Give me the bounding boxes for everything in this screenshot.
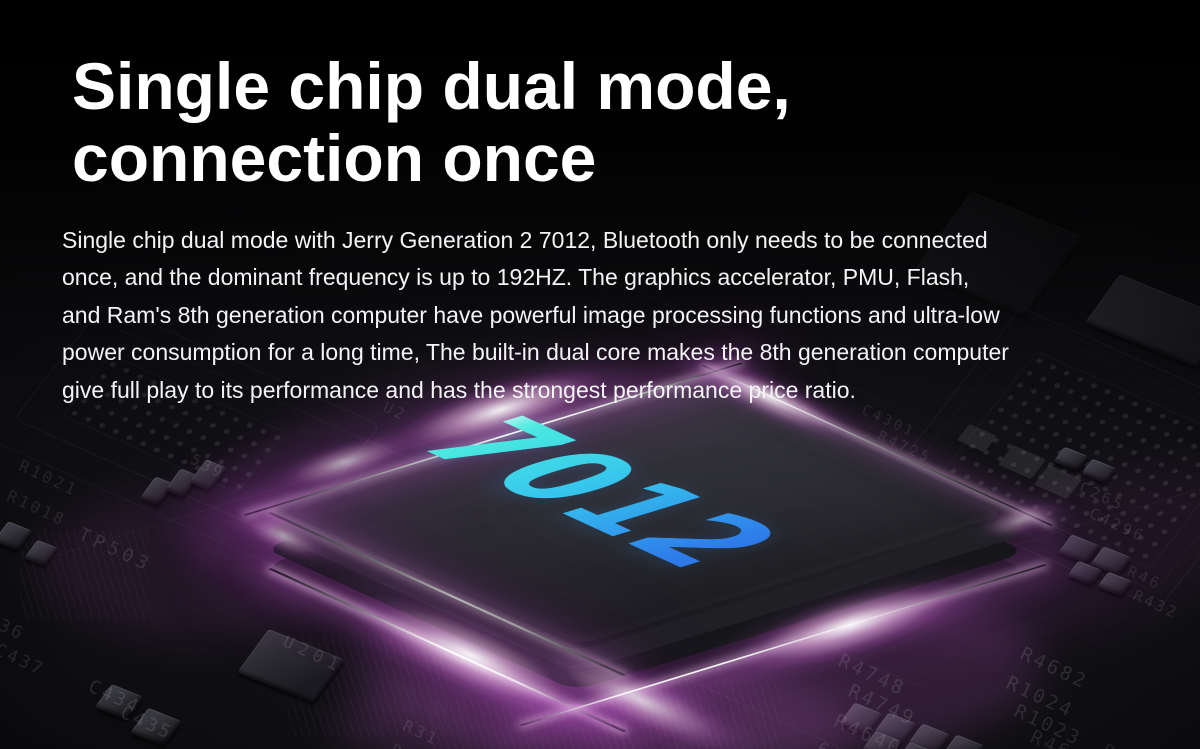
chip-model-label: 7012 — [377, 404, 822, 583]
title-line-1: Single chip dual mode, — [72, 49, 791, 123]
paragraph-line: and Ram's 8th generation computer have p… — [62, 301, 1000, 328]
paragraph-line: once, and the dominant frequency is up t… — [62, 264, 970, 291]
description-paragraph: Single chip dual mode with Jerry Generat… — [62, 222, 1009, 409]
paragraph-line: Single chip dual mode with Jerry Generat… — [62, 227, 988, 253]
pcb-trace-bundle — [430, 700, 630, 749]
page-title: Single chip dual mode, connection once — [72, 50, 1009, 194]
paragraph-line: power consumption for a long time, The b… — [62, 339, 1009, 366]
title-line-2: connection once — [72, 121, 597, 195]
silkscreen-label: C437 — [0, 640, 48, 681]
hero-text-block: Single chip dual mode, connection once S… — [62, 50, 1009, 409]
silkscreen-label: R463 — [1099, 740, 1161, 749]
paragraph-line: give full play to its performance and ha… — [62, 376, 856, 403]
